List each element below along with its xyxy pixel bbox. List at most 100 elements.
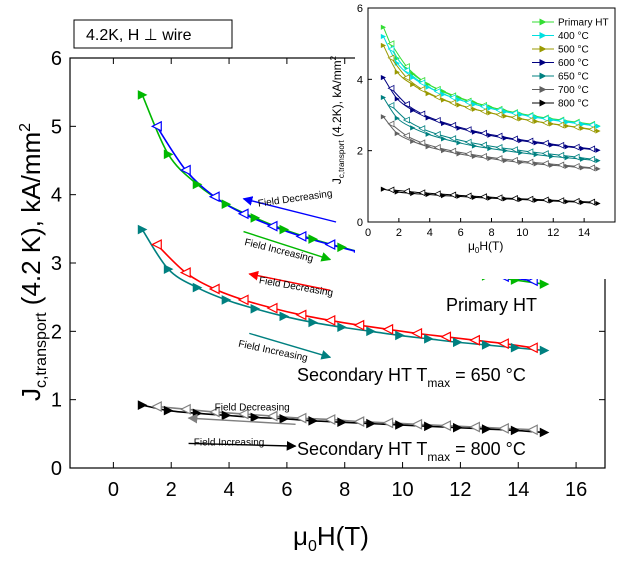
data-point-decreasing (440, 420, 452, 432)
inset-data-point-decreasing (557, 117, 565, 125)
main-x-tick-label: 2 (166, 479, 177, 501)
data-point-decreasing (324, 314, 336, 326)
data-point-decreasing (179, 267, 191, 279)
data-point-decreasing (382, 417, 394, 429)
inset-data-point-increasing (549, 142, 555, 148)
inset-data-point-decreasing (480, 193, 487, 201)
inset-data-point-increasing (410, 107, 416, 113)
series-label-650: Secondary HT Tmax = 650 °C (297, 365, 526, 390)
inset-data-point-increasing (549, 121, 555, 127)
data-point-increasing (192, 282, 203, 293)
inset-data-point-increasing (441, 120, 447, 127)
main-y-tick-label: 5 (51, 116, 62, 138)
inset-data-point-increasing (487, 145, 493, 152)
inset-data-point-decreasing (572, 143, 580, 151)
inset-data-point-decreasing (588, 155, 596, 163)
inset-data-point-increasing (579, 165, 586, 171)
main-y-tick-label: 2 (51, 321, 62, 343)
inset-data-point-increasing (425, 131, 431, 137)
data-point-increasing (539, 279, 550, 289)
data-point-decreasing (295, 412, 307, 424)
main-x-axis-title-sub: 0 (308, 538, 317, 555)
inset-data-point-increasing (456, 140, 462, 146)
inset-data-point-decreasing (526, 112, 534, 120)
inset-data-point-increasing (394, 69, 400, 75)
main-y-axis-title-sup: 2 (17, 123, 34, 132)
data-point-decreasing (150, 120, 162, 132)
data-point-increasing (395, 420, 405, 430)
inset-data-point-increasing (425, 191, 431, 198)
main-x-axis: 0 2 4 6 8 10 12 14 16 (108, 58, 587, 501)
inset-data-point-decreasing (449, 191, 457, 199)
data-point-increasing (337, 242, 347, 253)
inset-data-point-increasing (410, 74, 416, 81)
data-point-decreasing (208, 191, 220, 203)
inset-data-point-decreasing (557, 121, 565, 129)
inset-data-point-increasing (564, 123, 570, 129)
inset-data-point-decreasing (588, 145, 596, 153)
inset-data-point-decreasing (464, 104, 472, 111)
inset-data-point-increasing (564, 199, 570, 205)
legend-entry-label: 600 °C (558, 58, 589, 69)
data-point-decreasing (440, 331, 452, 343)
inset-y-axis-title-sub: c,transport (337, 140, 346, 179)
data-point-increasing (424, 334, 434, 344)
inset-data-point-decreasing (433, 190, 441, 198)
inset-data-point-decreasing (572, 197, 580, 205)
inset-data-point-decreasing (387, 101, 395, 109)
inset-data-point-increasing (471, 153, 478, 159)
legend-swatch-marker (539, 59, 547, 66)
field-direction-arrow (187, 413, 296, 425)
data-point-decreasing (526, 424, 538, 436)
inset-data-point-decreasing (402, 100, 410, 108)
inset-data-point-increasing (518, 150, 524, 156)
data-point-decreasing (237, 208, 249, 220)
inset-data-point-decreasing (480, 107, 487, 115)
inset-data-point-increasing (394, 189, 400, 195)
inset-series-4 (380, 94, 601, 164)
inset-data-point-increasing (394, 130, 400, 137)
inset-data-point-decreasing (480, 152, 487, 160)
field-direction-label: Field Decreasing (258, 275, 334, 299)
data-point-decreasing (324, 239, 336, 251)
inset-x-tick-label: 6 (458, 227, 464, 239)
data-point-increasing (192, 179, 203, 190)
inset-data-point-decreasing (510, 109, 518, 117)
inset-x-axis-title-sub: 0 (475, 246, 480, 255)
inset-x-tick-label: 8 (488, 227, 494, 239)
inset-series-1 (380, 33, 601, 130)
data-point-increasing (250, 412, 261, 423)
series-label-800-main: Secondary HT T (297, 439, 427, 459)
inset-data-point-decreasing (588, 125, 596, 133)
data-point-decreasing (266, 220, 278, 232)
data-point-increasing (308, 234, 319, 244)
inset-series-3 (380, 74, 601, 153)
inset-x-tick-label: 10 (516, 227, 528, 239)
series-label-800: Secondary HT Tmax = 800 °C (297, 439, 526, 464)
inset-data-point-decreasing (480, 141, 487, 149)
data-point-decreasing (179, 403, 191, 415)
data-point-increasing (279, 413, 290, 424)
inset-data-point-decreasing (402, 74, 410, 81)
data-point-increasing (279, 224, 290, 235)
inset-data-point-decreasing (572, 119, 580, 127)
inset-data-point-decreasing (526, 116, 534, 124)
data-point-increasing (279, 311, 290, 322)
inset-data-point-decreasing (449, 99, 457, 107)
inset-data-point-increasing (471, 101, 478, 107)
series-label-650-sub: max (427, 376, 450, 390)
inset-data-point-increasing (425, 144, 431, 150)
inset-y-axis-title-sup: 2 (329, 55, 338, 60)
inset-data-point-increasing (471, 143, 478, 149)
inset-data-point-decreasing (557, 161, 565, 169)
legend-entry-label: 500 °C (558, 45, 589, 56)
main-x-axis-title-rest: H(T) (317, 521, 369, 551)
data-point-increasing (366, 418, 376, 429)
data-point-decreasing (497, 422, 509, 434)
inset-data-point-decreasing (495, 132, 503, 140)
inset-data-point-decreasing (418, 110, 426, 118)
data-point-decreasing (266, 410, 278, 422)
data-point-decreasing (237, 408, 249, 420)
main-y-axis-title: Jc,transport (4.2 K), kA/mm2 (16, 123, 50, 401)
data-point-decreasing (179, 164, 191, 176)
